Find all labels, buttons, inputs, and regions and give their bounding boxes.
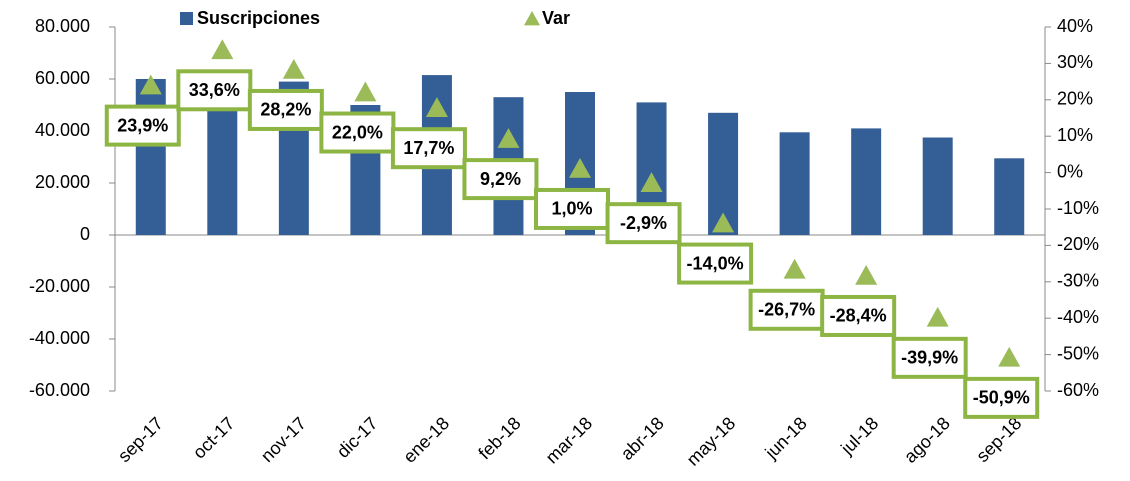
- y2-tick-label: 40%: [1057, 16, 1093, 36]
- x-tick-label: feb-18: [474, 413, 524, 463]
- data-label: 17,7%: [403, 138, 454, 158]
- data-label: -26,7%: [758, 300, 815, 320]
- data-label: 23,9%: [117, 115, 168, 135]
- legend-label: Var: [542, 8, 570, 28]
- y-tick-label: -60.000: [29, 380, 90, 400]
- marker: [425, 97, 448, 117]
- data-label-box: [891, 336, 968, 379]
- bar: [851, 128, 882, 235]
- data-label-box: [462, 158, 539, 201]
- y2-tick-label: 20%: [1057, 89, 1093, 109]
- marker: [211, 39, 234, 60]
- bar: [994, 158, 1025, 235]
- x-tick-label: abr-18: [617, 413, 668, 464]
- marker: [569, 157, 591, 178]
- x-tick-label: may-18: [683, 413, 740, 470]
- data-label: -50,9%: [973, 388, 1030, 408]
- y-tick-label: 20.000: [35, 172, 90, 192]
- data-label-box: [963, 376, 1040, 419]
- x-tick-label: nov-17: [257, 413, 310, 466]
- bar: [135, 79, 166, 235]
- marker: [783, 258, 806, 279]
- y2-tick-label: 10%: [1057, 125, 1093, 145]
- y2-tick-label: 0%: [1057, 161, 1083, 181]
- y-tick-label: 0: [80, 224, 90, 244]
- data-label-box: [677, 242, 754, 285]
- data-label: 1,0%: [551, 199, 592, 219]
- y2-tick-label: -20%: [1057, 234, 1099, 254]
- x-tick-label: mar-18: [542, 413, 596, 467]
- x-tick-label: sep-18: [972, 413, 1025, 466]
- data-label: 28,2%: [260, 100, 311, 120]
- y2-tick-label: -60%: [1057, 380, 1099, 400]
- legend-swatch: [180, 12, 193, 25]
- x-tick-label: ene-18: [399, 413, 453, 467]
- y-tick-label: -40.000: [29, 328, 90, 348]
- x-tick-label: ago-18: [900, 413, 954, 467]
- bar: [922, 137, 953, 235]
- data-label-box: [247, 88, 324, 131]
- y-tick-label: -20.000: [29, 276, 90, 296]
- y2-tick-label: 30%: [1057, 52, 1093, 72]
- y2-tick-label: -40%: [1057, 307, 1099, 327]
- legend-label: Suscripciones: [197, 8, 320, 28]
- marker: [640, 172, 663, 192]
- y2-tick-label: -30%: [1057, 271, 1099, 291]
- data-label-box: [534, 187, 610, 230]
- x-tick-label: jul-18: [836, 413, 882, 459]
- bar: [779, 132, 810, 235]
- data-label-box: [390, 127, 467, 170]
- marker: [139, 74, 162, 95]
- data-label-box: [605, 202, 682, 245]
- marker: [712, 212, 735, 233]
- data-label-box: [104, 104, 181, 147]
- marker: [998, 346, 1021, 367]
- y2-tick-label: -50%: [1057, 343, 1099, 363]
- x-tick-label: sep-17: [114, 413, 167, 466]
- y-tick-label: 60.000: [35, 68, 90, 88]
- marker: [926, 306, 949, 327]
- data-label: -39,9%: [901, 348, 958, 368]
- data-label: -2,9%: [620, 213, 667, 233]
- data-label: 9,2%: [480, 169, 521, 189]
- data-label-box: [820, 294, 897, 337]
- y2-tick-label: -10%: [1057, 198, 1099, 218]
- data-label: 33,6%: [189, 80, 240, 100]
- data-label: 22,0%: [332, 122, 383, 142]
- marker: [497, 128, 520, 148]
- x-tick-label: jun-18: [761, 413, 811, 463]
- legend-swatch: [524, 11, 540, 26]
- marker: [282, 58, 305, 79]
- marker: [855, 264, 878, 285]
- marker: [354, 81, 377, 102]
- y-tick-label: 40.000: [35, 120, 90, 140]
- data-label-box: [319, 111, 396, 154]
- y-tick-label: 80.000: [35, 16, 90, 36]
- x-tick-label: oct-17: [189, 413, 239, 463]
- data-label: -28,4%: [830, 306, 887, 326]
- x-tick-label: dic-17: [333, 413, 382, 462]
- data-label: -14,0%: [687, 253, 744, 273]
